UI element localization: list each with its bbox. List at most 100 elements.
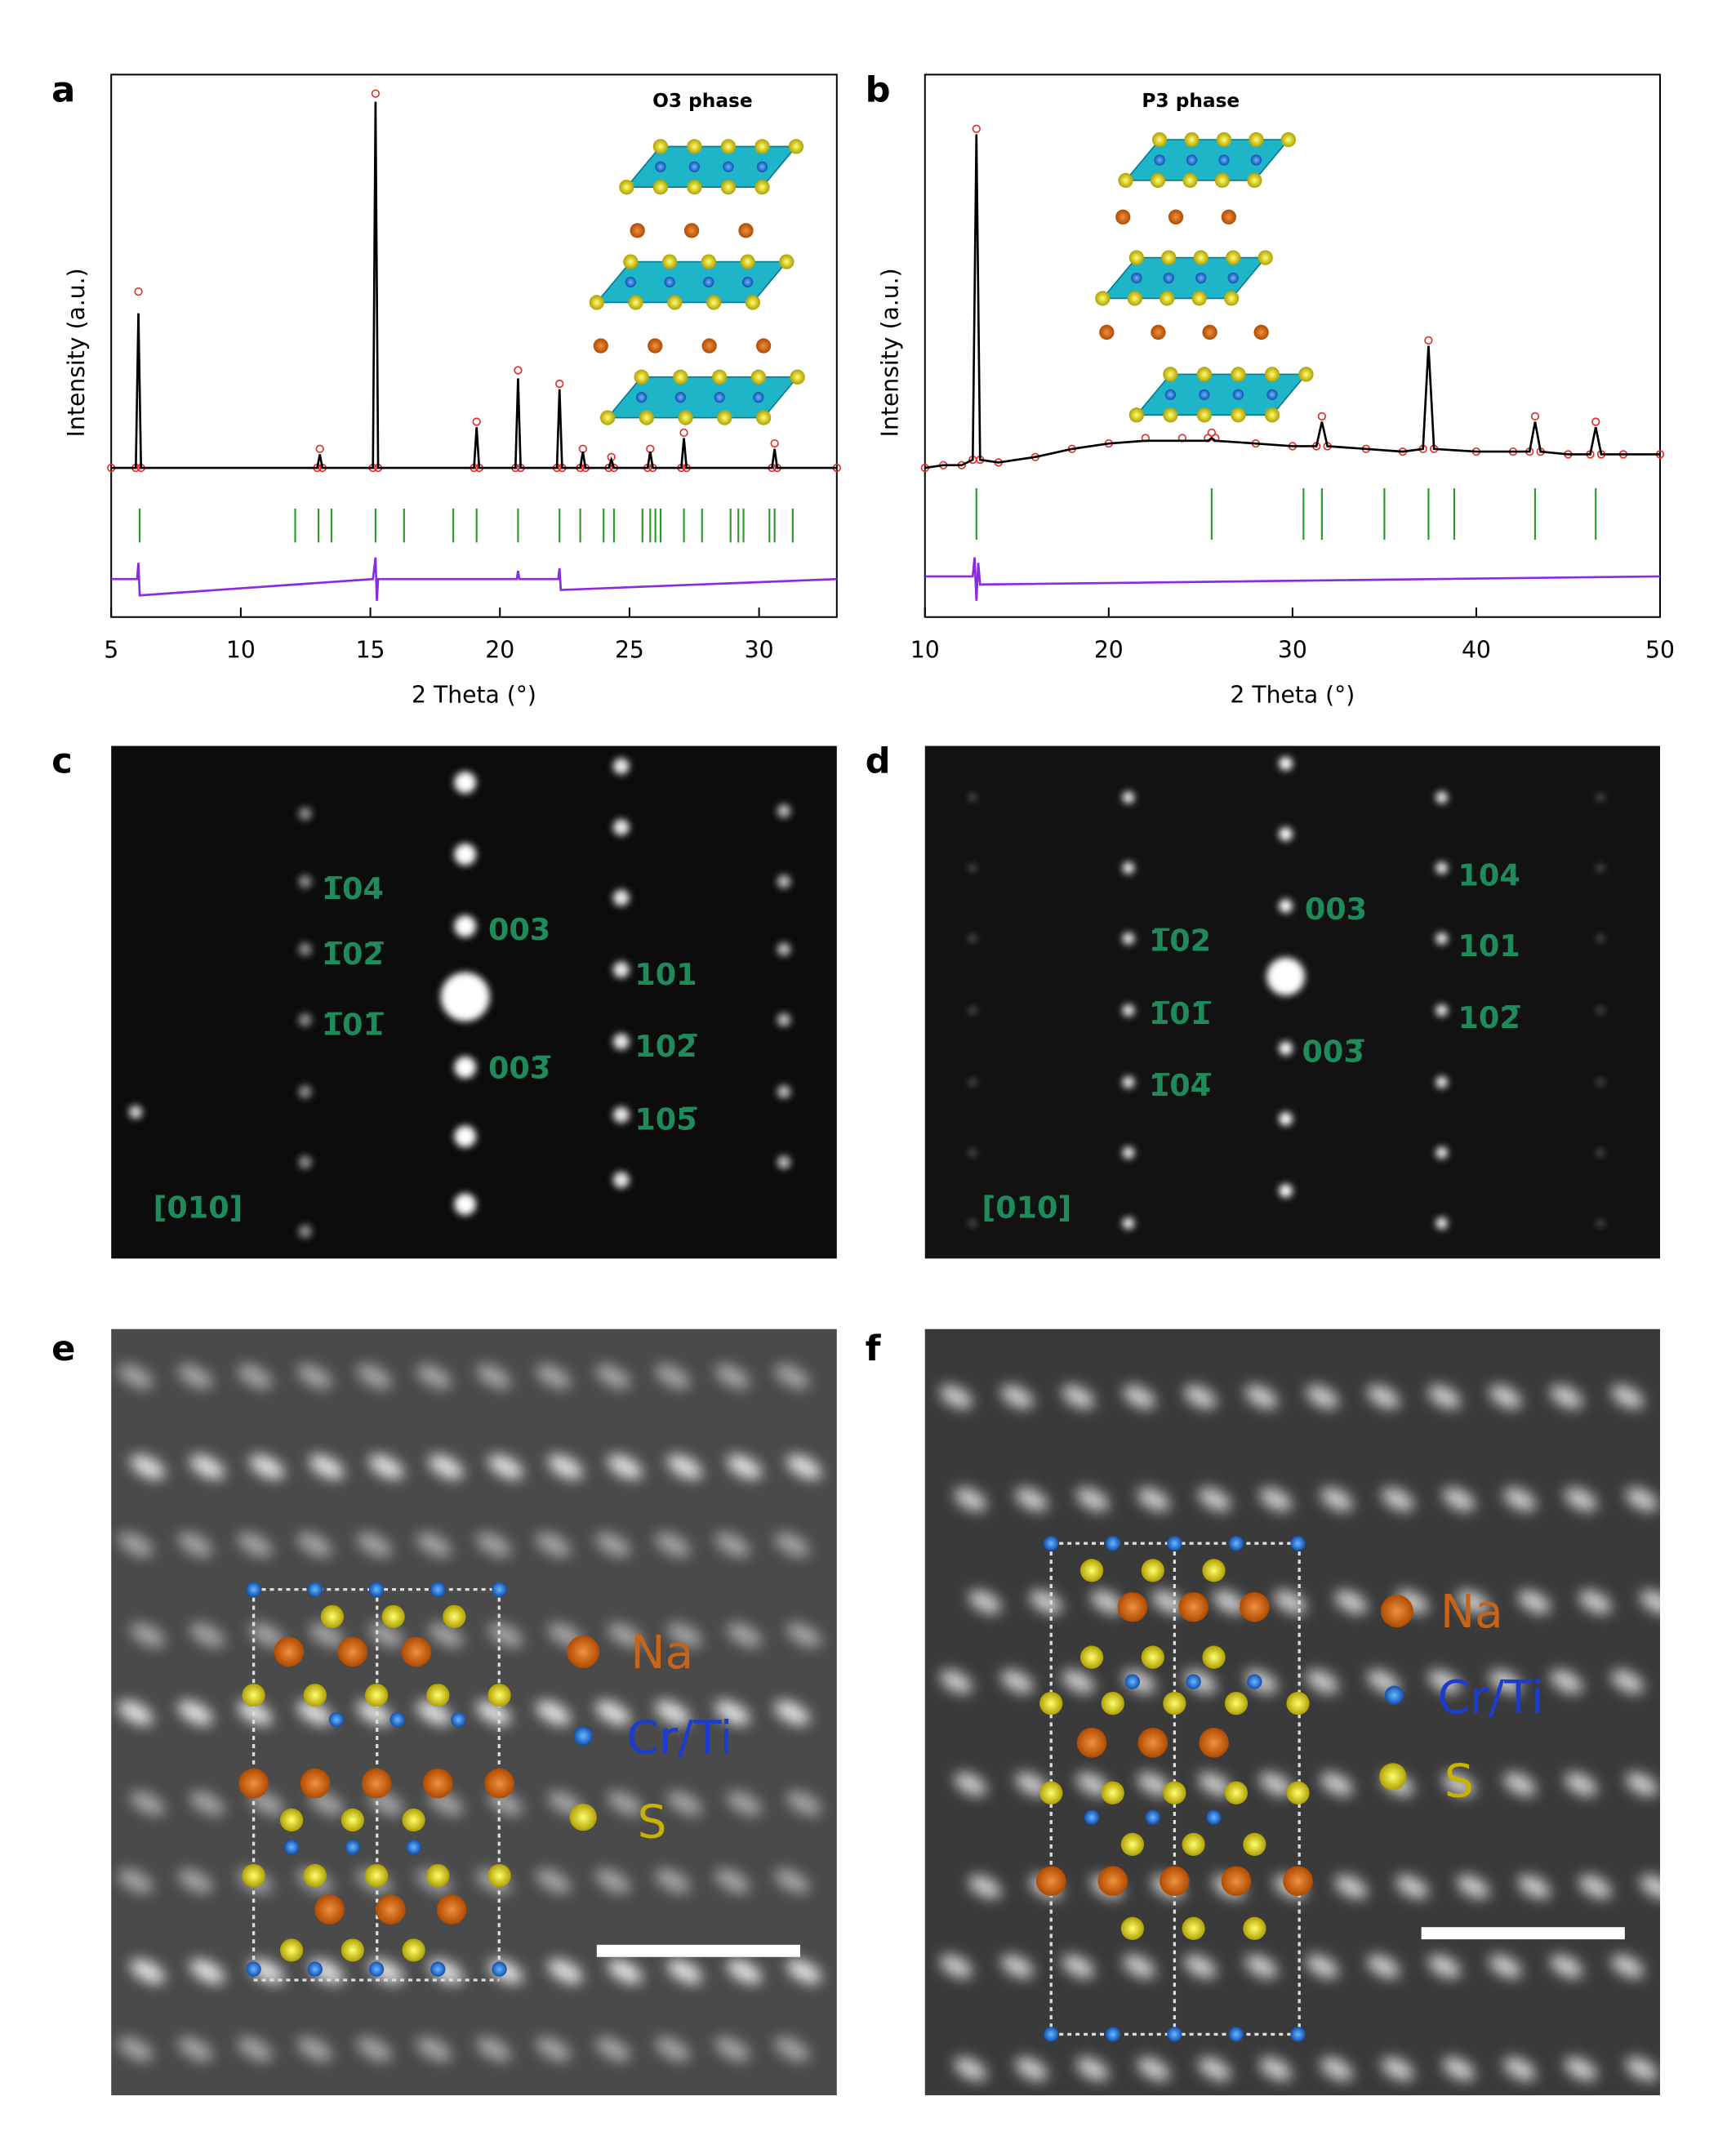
atom [687, 139, 702, 154]
blob [1489, 1954, 1522, 1978]
octahedral-layer [1135, 373, 1308, 416]
blob [786, 1622, 821, 1648]
observed-point [1317, 412, 1327, 421]
miller-index: 1̅04̅ [1149, 1068, 1211, 1103]
miller-index: 003̅ [1302, 1035, 1364, 1070]
spot [1436, 1075, 1449, 1088]
miller-index: 104 [1458, 858, 1520, 893]
atom [337, 1636, 368, 1667]
blob [1320, 2057, 1353, 2081]
blob [189, 1454, 225, 1480]
atom [1195, 272, 1207, 284]
atom [755, 338, 772, 354]
structure-inset [589, 131, 1314, 425]
blob [1320, 1772, 1353, 1796]
atom [246, 1582, 261, 1597]
spot [612, 889, 630, 906]
atom [389, 1711, 405, 1728]
atom [1216, 131, 1232, 148]
blob [655, 1700, 691, 1725]
atom [426, 1684, 450, 1707]
atom [368, 1961, 385, 1977]
spot [968, 1220, 977, 1227]
octahedral-layer [1124, 139, 1290, 181]
blob [1503, 1487, 1537, 1511]
blob [1015, 1772, 1048, 1796]
blob [727, 1791, 762, 1816]
blob [1578, 1590, 1612, 1614]
miller-index: 003̅ [488, 1050, 550, 1085]
blob [595, 1532, 630, 1557]
atom [1160, 1866, 1190, 1897]
spot [1596, 1149, 1605, 1156]
blob [1489, 1385, 1522, 1409]
blob [309, 1622, 345, 1648]
blob [1259, 1772, 1293, 1796]
spot [1436, 861, 1449, 874]
atom [430, 1961, 446, 1977]
atom [1044, 2027, 1059, 2042]
blob [1518, 1590, 1551, 1614]
observed-point [1530, 412, 1540, 421]
atom [436, 1894, 467, 1925]
blob [1428, 1670, 1461, 1694]
atom [593, 338, 608, 354]
spot [440, 972, 490, 1021]
atom [1154, 154, 1165, 166]
atom [1286, 1781, 1310, 1804]
atom [1221, 209, 1236, 225]
blob [1198, 1772, 1231, 1796]
blob [655, 1532, 691, 1557]
blob [1137, 1772, 1170, 1796]
atom [701, 254, 716, 269]
atom [1231, 367, 1246, 382]
miller-index: 1̅04 [322, 871, 384, 906]
blob [118, 2036, 154, 2062]
atom [673, 369, 688, 385]
x-tick-label: 15 [356, 637, 385, 664]
blob [1367, 1954, 1400, 1978]
x-tick-label: 20 [1094, 637, 1124, 664]
miller-index: 1̅01̅ [322, 1007, 384, 1042]
atom [443, 1604, 466, 1628]
atom [1118, 172, 1133, 189]
blob [1565, 1772, 1597, 1796]
atom [1117, 1591, 1148, 1622]
data-line [111, 101, 837, 469]
atom [1167, 2027, 1182, 2042]
atom [711, 369, 728, 385]
atom [1264, 367, 1280, 382]
observed-point [679, 428, 688, 437]
blob [476, 1532, 511, 1557]
blob [940, 1670, 973, 1694]
atom [635, 392, 648, 403]
atom [1105, 1536, 1120, 1551]
blob [189, 1791, 225, 1816]
blob [1503, 1772, 1537, 1796]
blob [655, 1364, 691, 1389]
y-axis-label: Intensity (a.u.) [877, 268, 904, 437]
legend-ball [1380, 1595, 1413, 1628]
blob [1184, 1385, 1217, 1409]
blob [608, 1959, 643, 1984]
blob [667, 1791, 702, 1816]
blob [714, 1532, 750, 1557]
blob [1244, 1385, 1278, 1409]
atom [1232, 389, 1244, 400]
atom [1141, 1559, 1164, 1582]
atom [283, 1840, 300, 1855]
spot [1279, 1184, 1293, 1198]
blob [1076, 1772, 1109, 1796]
atom [745, 295, 760, 310]
blob [655, 2036, 691, 2062]
blob [1381, 1487, 1414, 1511]
blob [1442, 1487, 1476, 1511]
miller-index: 101 [1458, 928, 1520, 963]
blob [1062, 1670, 1095, 1694]
spot [1436, 1146, 1449, 1159]
blob [476, 2036, 511, 2062]
spot [968, 935, 977, 942]
spot [1596, 1220, 1605, 1227]
blob [655, 1868, 691, 1893]
atom [1228, 1536, 1244, 1551]
